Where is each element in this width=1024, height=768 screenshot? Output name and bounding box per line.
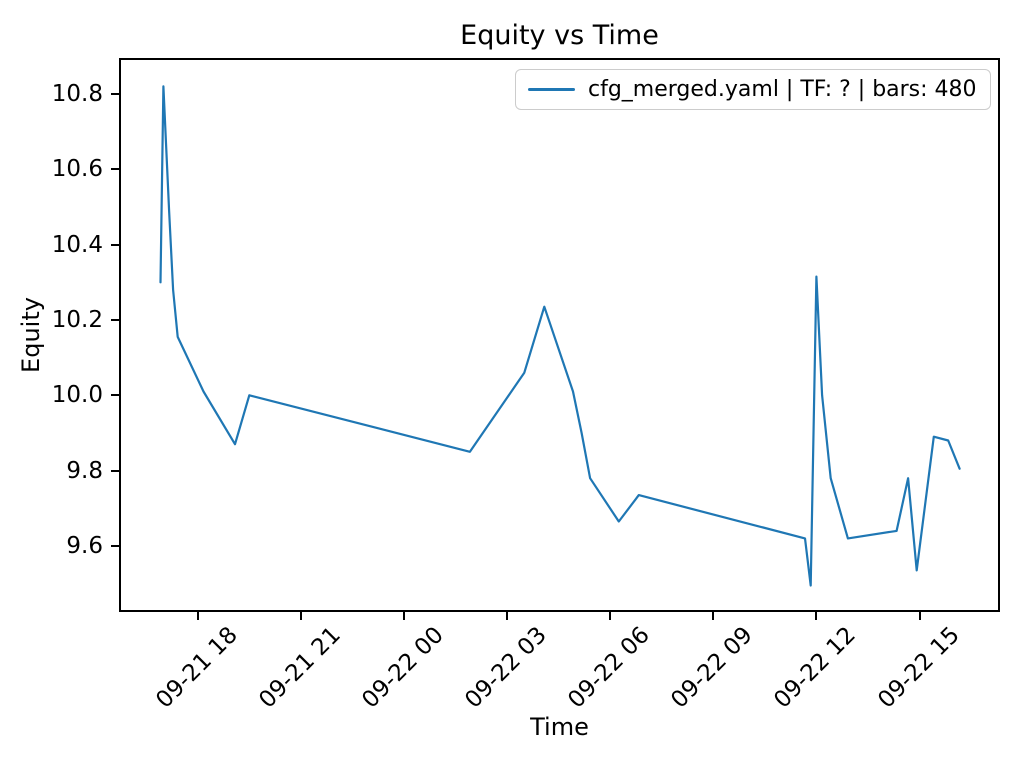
plot-area [119,58,1000,612]
y-tick-mark [111,545,119,547]
y-tick-mark [111,93,119,95]
chart-title: Equity vs Time [460,20,659,51]
x-tick-label: 09-22 12 [768,622,861,714]
x-tick-mark [403,612,405,620]
x-tick-mark [300,612,302,620]
equity-line [159,85,961,587]
y-tick-label: 10.6 [51,156,103,182]
y-tick-mark [111,470,119,472]
y-tick-label: 10.2 [51,307,103,333]
x-tick-mark [197,612,199,620]
y-tick-label: 10.0 [51,382,103,408]
x-tick-mark [609,612,611,620]
legend: cfg_merged.yaml | TF: ? | bars: 480 [515,69,991,110]
x-tick-label: 09-22 09 [665,622,758,714]
x-tick-mark [815,612,817,620]
x-tick-label: 09-22 15 [872,622,965,714]
legend-label: cfg_merged.yaml | TF: ? | bars: 480 [588,77,977,102]
x-tick-mark [919,612,921,620]
x-tick-mark [506,612,508,620]
y-tick-label: 10.8 [51,81,103,107]
y-tick-label: 9.6 [66,533,103,559]
x-tick-label: 09-22 00 [356,622,449,714]
x-tick-label: 09-21 18 [150,622,243,714]
x-axis-label: Time [530,713,589,741]
x-tick-label: 09-21 21 [253,622,346,714]
y-tick-mark [111,168,119,170]
y-tick-label: 9.8 [66,458,103,484]
legend-line-sample-icon [528,88,575,91]
y-tick-mark [111,244,119,246]
x-tick-mark [712,612,714,620]
y-tick-label: 10.4 [51,232,103,258]
x-tick-label: 09-22 03 [459,622,552,714]
chart-canvas [159,85,961,587]
y-tick-mark [111,394,119,396]
x-tick-label: 09-22 06 [562,622,655,714]
y-tick-mark [111,319,119,321]
